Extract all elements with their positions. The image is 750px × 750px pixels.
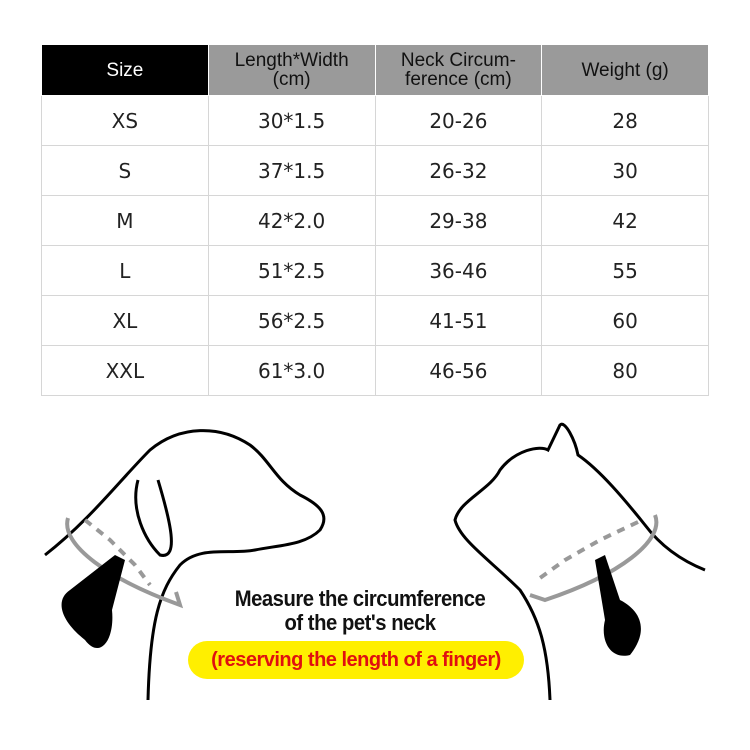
- weight-cell: 28: [541, 95, 709, 146]
- weight-cell: 30: [541, 145, 709, 196]
- neck-cell: 46-56: [374, 345, 543, 396]
- length-width-cell: 30*1.5: [207, 95, 376, 146]
- header-weight: Weight (g): [541, 44, 709, 96]
- dog-outline-icon: [44, 429, 326, 701]
- pet-neck-measurement-illustration: [44, 422, 706, 701]
- size-cell: XS: [41, 95, 209, 146]
- neck-cell: 36-46: [374, 245, 543, 296]
- neck-cell: 29-38: [374, 195, 543, 246]
- length-width-cell: 56*2.5: [207, 295, 376, 346]
- table-row: S 37*1.5 26-32 30: [41, 145, 709, 196]
- table-row: L 51*2.5 36-46 55: [41, 245, 709, 296]
- length-width-cell: 42*2.0: [207, 195, 376, 246]
- table-row: XL 56*2.5 41-51 60: [41, 295, 709, 346]
- size-cell: XL: [41, 295, 209, 346]
- cat-finger-icon: [595, 555, 641, 656]
- header-size: Size: [41, 44, 209, 96]
- length-width-cell: 37*1.5: [207, 145, 376, 196]
- size-cell: XXL: [41, 345, 209, 396]
- neck-cell: 26-32: [374, 145, 543, 196]
- length-width-cell: 61*3.0: [207, 345, 376, 396]
- cat-collar-icon: [529, 514, 659, 603]
- weight-cell: 55: [541, 245, 709, 296]
- weight-cell: 42: [541, 195, 709, 246]
- size-cell: M: [41, 195, 209, 246]
- size-chart-table: Size Length*Width (cm) Neck Circum-ferenc…: [41, 44, 709, 396]
- header-neck: Neck Circum-ference (cm): [374, 44, 543, 96]
- size-cell: L: [41, 245, 209, 296]
- table-row: XXL 61*3.0 46-56 80: [41, 345, 709, 396]
- size-cell: S: [41, 145, 209, 196]
- cat-outline-icon: [453, 422, 706, 701]
- length-width-cell: 51*2.5: [207, 245, 376, 296]
- dog-finger-icon: [61, 555, 125, 649]
- table-row: XS 30*1.5 20-26 28: [41, 95, 709, 146]
- instruction-line-1: Measure the circumference: [234, 586, 486, 611]
- weight-cell: 60: [541, 295, 709, 346]
- instruction-line-2: of the pet's neck: [284, 610, 436, 635]
- finger-note: (reserving the length of a finger): [188, 641, 524, 679]
- table-row: M 42*2.0 29-38 42: [41, 195, 709, 246]
- table-header-row: Size Length*Width (cm) Neck Circum-ferenc…: [41, 44, 709, 96]
- neck-cell: 20-26: [374, 95, 543, 146]
- dog-collar-icon: [65, 517, 184, 609]
- weight-cell: 80: [541, 345, 709, 396]
- neck-cell: 41-51: [374, 295, 543, 346]
- header-length-width: Length*Width (cm): [207, 44, 376, 96]
